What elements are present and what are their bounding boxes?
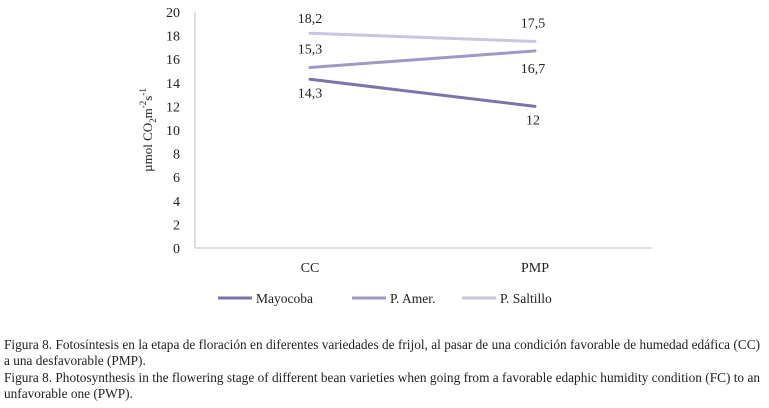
legend-label: P. Saltillo [500,291,552,306]
chart-legend: Mayocoba P. Amer. P. Saltillo [218,291,552,306]
y-tick-label: 14 [166,77,180,92]
x-axis-categories: CC PMP [301,261,550,276]
series-lines [308,31,537,108]
caption-english: Figura 8. Photosynthesis in the flowerin… [4,370,760,401]
y-tick-label: 12 [166,100,180,115]
legend-label: P. Amer. [390,291,435,306]
y-axis-label: µmol CO2m-2s-1 [138,88,158,172]
y-tick-label: 4 [173,195,180,210]
x-category-label: CC [301,261,320,276]
series-line-p-amer [308,49,537,69]
x-category-label: PMP [521,261,549,276]
data-label: 12 [526,113,540,128]
photosynthesis-line-chart: 0 2 4 6 8 10 12 14 16 18 20 CC PMP 14,3 12 15,3 16,7 18… [138,6,652,306]
y-tick-label: 18 [166,30,180,45]
series-line-mayocoba [308,77,537,108]
y-tick-label: 10 [166,124,180,139]
caption-spanish: Figura 8. Fotosíntesis en la etapa de fl… [4,337,760,368]
data-labels: 14,3 12 15,3 16,7 18,2 17,5 [298,12,546,128]
data-label: 15,3 [298,42,323,57]
legend-label: Mayocoba [256,291,313,306]
y-tick-label: 16 [166,53,180,68]
series-line-p-saltillo [308,31,537,43]
y-tick-label: 20 [166,6,180,21]
data-label: 17,5 [521,17,546,32]
data-label: 14,3 [298,86,323,101]
data-label: 18,2 [298,12,323,27]
y-axis-ticks: 0 2 4 6 8 10 12 14 16 18 20 [166,6,180,257]
y-tick-label: 6 [173,171,180,186]
y-tick-label: 0 [173,242,180,257]
y-tick-label: 2 [173,218,180,233]
y-tick-label: 8 [173,148,180,163]
data-label: 16,7 [521,62,546,77]
